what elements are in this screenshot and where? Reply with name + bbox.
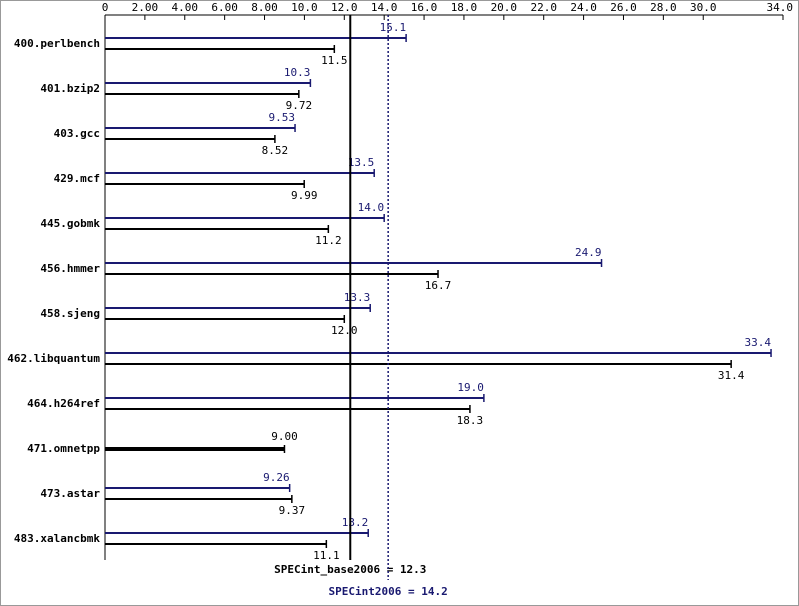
x-tick-label: 28.0 [650, 1, 677, 14]
x-tick-label: 10.0 [291, 1, 318, 14]
value-label: 11.5 [321, 54, 348, 67]
value-label: 13.5 [348, 156, 375, 169]
category-label: 456.hmmer [40, 262, 100, 275]
value-label: 19.0 [457, 381, 484, 394]
category-label: 400.perlbench [14, 37, 100, 50]
value-label: 11.2 [315, 234, 342, 247]
x-tick-label: 34.0 [767, 1, 794, 14]
category-label: 471.omnetpp [27, 442, 100, 455]
x-tick-label: 6.00 [211, 1, 238, 14]
x-tick-label: 2.00 [132, 1, 159, 14]
value-label: 18.3 [457, 414, 484, 427]
value-label: 9.72 [286, 99, 313, 112]
x-tick-label: 30.0 [690, 1, 717, 14]
category-label: 403.gcc [54, 127, 100, 140]
x-tick-label: 12.0 [331, 1, 358, 14]
x-tick-label: 18.0 [451, 1, 478, 14]
value-label: 15.1 [380, 21, 407, 34]
x-tick-label: 16.0 [411, 1, 438, 14]
value-label: 9.53 [269, 111, 296, 124]
value-label: 31.4 [718, 369, 745, 382]
value-label: 9.37 [279, 504, 306, 517]
x-tick-label: 20.0 [491, 1, 518, 14]
category-label: 429.mcf [54, 172, 100, 185]
x-tick-label: 4.00 [172, 1, 199, 14]
x-tick-label: 24.0 [570, 1, 597, 14]
category-label: 401.bzip2 [40, 82, 100, 95]
reference-label: SPECint2006 = 14.2 [329, 585, 448, 598]
x-tick-label: 26.0 [610, 1, 637, 14]
value-label: 13.2 [342, 516, 369, 529]
value-label: 33.4 [745, 336, 772, 349]
category-label: 464.h264ref [27, 397, 100, 410]
value-label: 9.99 [291, 189, 318, 202]
value-label: 11.1 [313, 549, 340, 562]
value-label: 16.7 [425, 279, 452, 292]
value-label: 12.0 [331, 324, 358, 337]
value-label: 24.9 [575, 246, 602, 259]
value-label: 9.26 [263, 471, 290, 484]
category-label: 458.sjeng [40, 307, 100, 320]
x-tick-label: 22.0 [530, 1, 557, 14]
value-label: 14.0 [358, 201, 385, 214]
category-label: 473.astar [40, 487, 100, 500]
x-tick-label: 8.00 [251, 1, 278, 14]
reference-label: SPECint_base2006 = 12.3 [274, 563, 426, 576]
value-label: 9.00 [271, 430, 298, 443]
value-label: 8.52 [262, 144, 289, 157]
x-tick-label: 0 [102, 1, 109, 14]
category-label: 462.libquantum [7, 352, 100, 365]
category-label: 483.xalancbmk [14, 532, 100, 545]
x-tick-label: 14.0 [371, 1, 398, 14]
value-label: 10.3 [284, 66, 311, 79]
value-label: 13.3 [344, 291, 371, 304]
category-label: 445.gobmk [40, 217, 100, 230]
